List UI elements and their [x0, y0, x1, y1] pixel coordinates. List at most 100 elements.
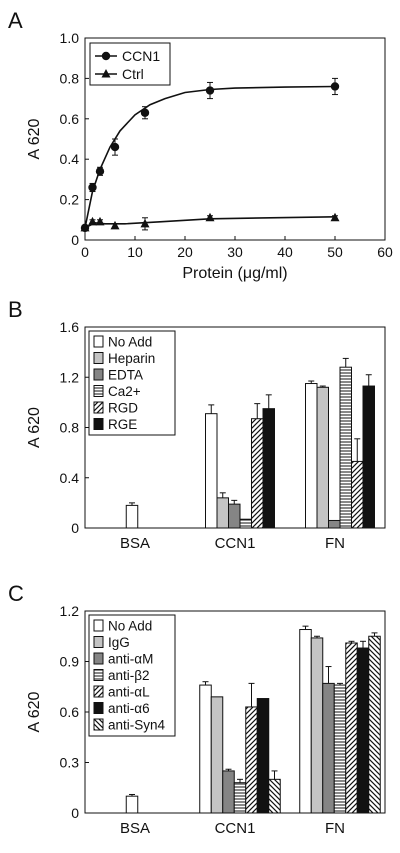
category-label: FN [325, 820, 345, 837]
bar-rge [362, 385, 375, 529]
y-tick-label: 0.3 [60, 755, 80, 771]
y-axis-label: A 620 [26, 118, 43, 159]
legend-label: No Add [108, 335, 152, 350]
data-point-ccn1 [110, 142, 120, 152]
y-axis-label: A 620 [26, 407, 43, 448]
bar-anti-m [222, 770, 235, 814]
legend-box [88, 330, 176, 436]
legend-label: CCN1 [122, 48, 160, 64]
data-point-ccn1 [330, 82, 340, 91]
legend-box [89, 42, 171, 86]
bar-no-add [205, 413, 218, 529]
legend-swatch [93, 401, 104, 414]
legend-swatch [93, 352, 104, 364]
x-tick-label: 60 [377, 244, 393, 260]
y-tick-label: 1.0 [60, 30, 80, 46]
data-point-ccn1 [95, 167, 105, 176]
bar-rgd [251, 418, 264, 529]
y-tick-label: 1.2 [60, 369, 80, 385]
legend-label: Ca2+ [108, 384, 141, 399]
y-tick-label: 1.6 [60, 319, 80, 335]
x-tick-label: 0 [81, 244, 89, 260]
bar-no-add [305, 383, 318, 529]
legend-swatch [93, 335, 104, 348]
legend-label: anti-Syn4 [108, 718, 166, 733]
bar-anti-l [345, 642, 358, 814]
y-tick-label: 0.8 [60, 70, 80, 86]
bar-anti-m [322, 682, 335, 814]
bar-no-add [299, 629, 312, 814]
bar-anti-6 [256, 698, 270, 814]
bar-rge [262, 408, 275, 529]
bar-edta [328, 519, 341, 529]
x-axis-label: Protein (μg/ml) [182, 265, 287, 282]
y-tick-label: 0.4 [60, 470, 80, 486]
legend-marker [101, 69, 111, 78]
y-tick-label: 0.8 [60, 420, 80, 436]
bar-rgd [351, 460, 364, 529]
bar-anti-2 [333, 684, 347, 814]
data-point-ctrl [110, 220, 120, 230]
legend-swatch [93, 718, 104, 731]
legend-marker [101, 51, 111, 61]
bar-igg [310, 637, 324, 814]
legend-label: RGE [108, 417, 137, 432]
category-label: BSA [120, 535, 150, 552]
bar-anti-syn4 [368, 635, 381, 814]
panel-label-a: A [8, 8, 23, 33]
legend-label: Ctrl [122, 66, 144, 82]
category-label: CCN1 [215, 820, 256, 837]
data-point-ctrl [95, 216, 105, 226]
data-point-ctrl [205, 212, 215, 222]
y-tick-label: 0.9 [60, 654, 80, 670]
data-point-ctrl [88, 216, 97, 226]
legend-swatch [93, 418, 104, 430]
bar-no-add [125, 795, 139, 814]
legend-label: IgG [108, 635, 130, 650]
legend-swatch [93, 685, 104, 698]
bar-no-add [199, 684, 212, 814]
legend-label: anti-β2 [108, 668, 150, 683]
panel-a: A 0 10 20 30 40 50 60 0 0.2 0.4 0.6 0.8 1.0 Protein (μ… [8, 8, 393, 282]
x-tick-label: 40 [277, 244, 293, 260]
bar-edta [228, 503, 241, 529]
category-label: BSA [120, 820, 150, 837]
legend-label: Heparin [108, 351, 155, 366]
y-tick-label: 0 [71, 805, 79, 821]
y-tick-label: 0 [71, 520, 79, 536]
series-curve-ccn1 [84, 85, 336, 229]
legend-label: RGD [108, 401, 138, 416]
y-tick-label: 0.4 [60, 151, 80, 167]
legend-swatch [93, 702, 104, 714]
bar-igg [210, 696, 224, 814]
legend-swatch [93, 385, 104, 397]
legend-label: No Add [108, 619, 152, 634]
legend-swatch [93, 619, 104, 632]
legend-label: anti-α6 [108, 701, 150, 716]
bar-anti-2 [233, 782, 247, 814]
bar-no-add [125, 504, 139, 529]
y-tick-label: 1.2 [60, 603, 80, 619]
bar-anti-l [245, 706, 258, 814]
bar-ca2- [239, 518, 252, 529]
bar-heparin [216, 497, 229, 529]
y-tick-label: 0.2 [60, 192, 80, 208]
data-point-ccn1 [88, 183, 97, 192]
data-point-ctrl [140, 218, 150, 228]
category-label: CCN1 [215, 535, 256, 552]
x-tick-label: 50 [327, 244, 343, 260]
legend-label: anti-αL [108, 685, 150, 700]
legend-swatch [93, 368, 104, 381]
x-tick-label: 30 [227, 244, 243, 260]
y-tick-label: 0 [71, 232, 79, 248]
bar-ca2- [339, 366, 352, 529]
y-axis-label: A 620 [26, 691, 43, 732]
data-point-ccn1 [205, 86, 215, 95]
data-point-ctrl [330, 212, 340, 222]
bar-heparin [316, 386, 329, 529]
data-point-ccn1 [140, 108, 150, 117]
panel-label: C [8, 581, 24, 606]
panel-label: B [8, 297, 23, 322]
